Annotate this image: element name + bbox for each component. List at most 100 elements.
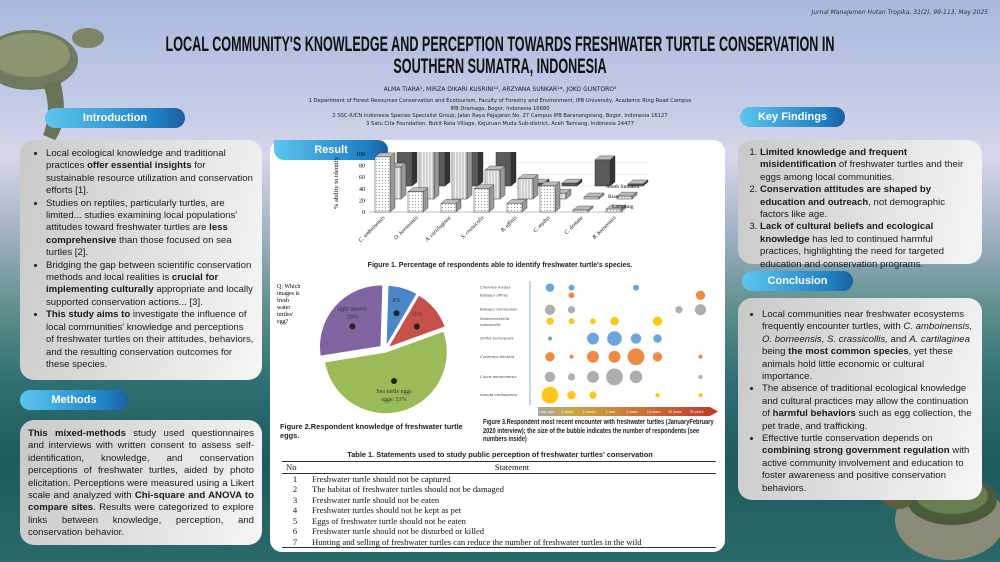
slice-label: right answer: [337, 306, 367, 312]
statement-cell: Freshwater turtle should not be disturbe…: [312, 526, 485, 536]
text-segment: , yet these animals hold little economic…: [762, 346, 953, 383]
bubble: [568, 284, 575, 291]
bubble: [589, 391, 597, 399]
timeline-label: 1 day ago: [538, 410, 554, 414]
conclusion-box: Local communities near freshwater ecosys…: [738, 298, 982, 500]
timeline-label: 10 years: [647, 410, 661, 414]
introduction-box: Local ecological knowledge and tradition…: [20, 140, 262, 380]
pie-slice: [323, 329, 449, 415]
bar-lampung: [572, 209, 589, 213]
timeline-label: 1 month: [582, 410, 595, 414]
list-item: Lack of cultural beliefs and ecological …: [760, 221, 974, 271]
bar-side: [609, 155, 616, 187]
table-row: 7 Hunting and selling of freshwater turtl…: [282, 537, 716, 548]
bubble: [652, 316, 663, 326]
bubble: [606, 368, 623, 386]
text-segment: being: [762, 346, 789, 358]
bubble: [633, 284, 639, 291]
introduction-list: Local ecological knowledge and tradition…: [24, 148, 254, 371]
statements-table: No Statement 1 Freshwater turtle should n…: [282, 461, 716, 548]
text-segment: with active community involvement and ed…: [762, 445, 970, 494]
row-label: Batagur borneensis: [480, 307, 517, 312]
bar-lampung: [539, 185, 556, 213]
key-findings-list: Limited knowledge and frequent misidenti…: [742, 147, 974, 271]
authors: ALMA TIARA¹, MIRZA DIKARI KUSRINI¹², ARZ…: [383, 86, 617, 93]
text-segment: . Results were categorized to explore li…: [28, 502, 255, 539]
bubble: [587, 370, 599, 383]
row-label: crassicollis: [480, 322, 501, 327]
y-tick-label: 60: [359, 175, 365, 181]
slice-value: eggs: 53%: [381, 397, 406, 403]
bubble: [545, 352, 555, 362]
bar-lampung: [407, 191, 424, 213]
text-segment: This study aims to: [46, 309, 131, 321]
affiliation: IPB Dramaga, Bogor, Indonesia 16680: [450, 105, 550, 112]
title-line-2: SOUTHERN SUMATRA, INDONESIA: [393, 55, 607, 78]
bar-side: [510, 152, 517, 187]
list-item: This study aims to investigate the influ…: [46, 309, 254, 371]
text-segment: for sustainable resource utilization and…: [46, 160, 253, 197]
journal-citation: Jurnal Manajemen Hutan Tropika, 31(2), 9…: [811, 9, 988, 16]
text-segment: investigate the influence of local commu…: [46, 309, 254, 370]
row-label: Siebenrockiella: [480, 316, 510, 321]
text-segment: Lack of cultural beliefs and ecological …: [760, 221, 934, 245]
y-tick-label: 40: [359, 187, 365, 193]
bubble: [590, 318, 596, 325]
affiliation: 3 Satu Cita Foundation, Bukit Rata Villa…: [366, 120, 634, 127]
bubble: [541, 386, 559, 404]
text-segment: The absence of traditional ecological kn…: [762, 383, 969, 420]
bubble: [544, 371, 556, 383]
statement-cell: Hunting and selling of freshwater turtle…: [312, 536, 642, 547]
row-label: Batagur affinis: [480, 292, 508, 297]
number-cell: 1: [292, 473, 298, 484]
list-item: Local ecological knowledge and tradition…: [46, 148, 254, 198]
text-segment: such as egg collection, the pet trade, a…: [762, 408, 972, 432]
text-segment: Effective turtle conservation depends on: [762, 433, 933, 445]
row-label: Chelonia mydas: [480, 285, 510, 290]
list-item: Local communities near freshwater ecosys…: [762, 309, 974, 383]
poster-title: LOCAL COMMUNITY'S KNOWLEDGE AND PERCEPTI…: [104, 34, 896, 78]
text-segment: the most common species: [788, 346, 909, 358]
list-item: Effective turtle conservation depends on…: [762, 433, 974, 495]
bubble: [567, 373, 576, 381]
bar-south-sumatra: [594, 159, 611, 187]
table1-caption: Table 1. Statements used to study public…: [347, 450, 653, 459]
legend-label: Lampung: [612, 204, 634, 210]
text-segment: appropriate and locally supported conser…: [46, 284, 253, 308]
row-label: Cyclemys dentata: [480, 354, 515, 359]
text-segment: than those focused on sea turtles [2].: [46, 234, 232, 259]
timeline-label: 5 years: [626, 410, 638, 414]
pie-slice: [385, 293, 447, 350]
timeline-label: 1 year: [605, 410, 616, 414]
list-item: Studies on reptiles, particularly turtle…: [46, 198, 254, 260]
text-segment: Studies on reptiles, particularly turtle…: [46, 197, 238, 234]
bar-side: [488, 184, 495, 213]
bird-icon: [413, 323, 420, 330]
y-tick-label: 100: [356, 152, 365, 158]
bubble: [547, 336, 553, 341]
bar-lampung: [440, 203, 457, 213]
bubble: [675, 306, 683, 314]
x-tick-label: A. cartilaginea: [424, 215, 453, 244]
bubble: [698, 393, 703, 398]
timeline-label: 1 week: [562, 410, 574, 414]
bubble: [545, 283, 555, 292]
list-item: Limited knowledge and frequent misidenti…: [760, 147, 974, 184]
legend-label: Riau: [608, 194, 619, 200]
affiliation: 2 SSC-IUCN Indonesia Species Specialist …: [332, 113, 668, 119]
bar-lampung: [605, 208, 622, 213]
key-findings-heading: Key Findings: [740, 107, 845, 127]
legend-label: South Sumatra: [606, 184, 640, 190]
bubble: [630, 333, 642, 344]
pie-slice: [318, 283, 384, 358]
timeline-arrow: [538, 407, 718, 416]
bubble: [587, 350, 599, 363]
number-cell: 5: [292, 515, 298, 526]
list-item: Bridging the gap between scientific cons…: [46, 260, 254, 310]
y-tick-label: 80: [359, 164, 365, 170]
text-segment: Bridging the gap between scientific cons…: [46, 259, 252, 284]
pie-slice: [385, 284, 419, 348]
affiliation: 1 Department of Forest Resources Conserv…: [308, 98, 692, 104]
bubble: [698, 374, 703, 380]
bubble: [567, 306, 576, 314]
